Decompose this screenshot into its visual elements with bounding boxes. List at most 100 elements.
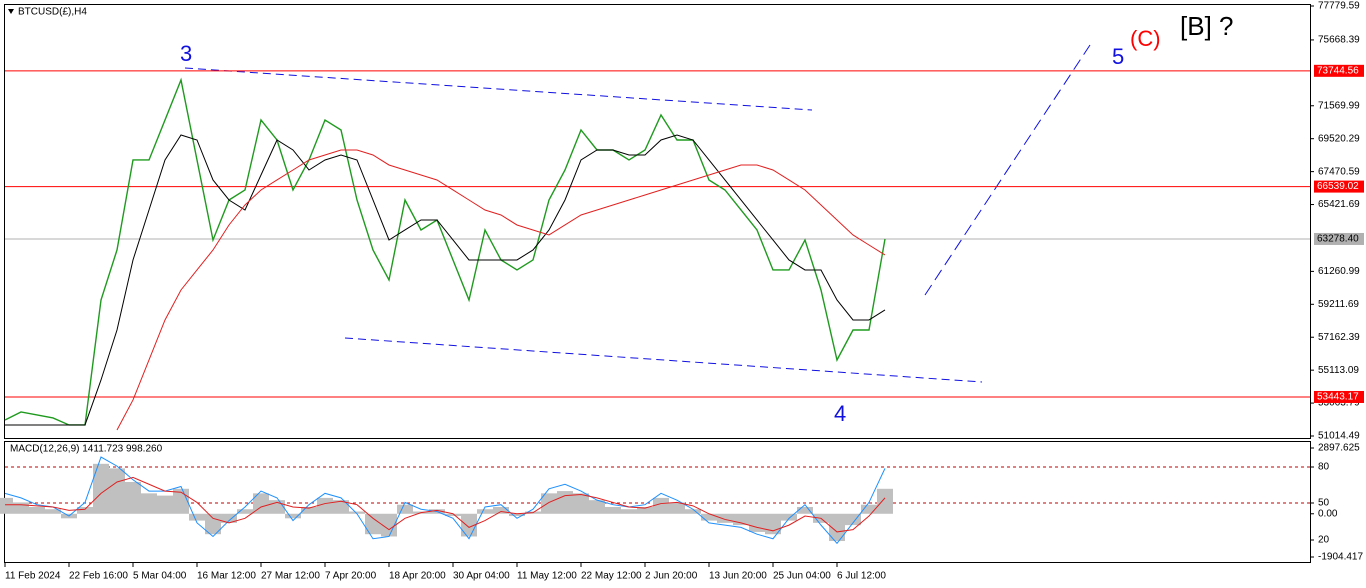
x-tick-label: 11 May 12:00: [517, 571, 577, 582]
menu-arrow[interactable]: [8, 9, 14, 14]
histogram-bar: [205, 513, 221, 535]
x-tick-label: 13 Jun 20:00: [709, 571, 767, 582]
wave-label: 3: [180, 41, 192, 66]
wave-label: [B] ?: [1180, 11, 1233, 41]
histogram-bar: [93, 463, 109, 514]
chart-title: BTCUSD(£),H4: [18, 7, 87, 18]
histogram-bar: [605, 506, 621, 514]
level-label: 73744.56: [1317, 65, 1359, 76]
histogram-bar: [637, 506, 653, 514]
histogram-bar: [333, 500, 349, 514]
histogram-bar: [141, 493, 157, 514]
y-tick-label: 67470.59: [1318, 166, 1360, 177]
x-tick-label: 7 Apr 20:00: [325, 571, 377, 582]
histogram-bar: [541, 493, 557, 514]
y-tick-label: 69520.29: [1318, 133, 1360, 144]
projection-line: [924, 44, 1091, 296]
histogram-bar: [29, 506, 45, 514]
trend-line: [184, 67, 813, 111]
trend-line: [344, 337, 983, 383]
y-tick-label: 2897.625: [1318, 443, 1360, 454]
macd-line: [5, 476, 886, 533]
histogram-bar: [701, 513, 717, 521]
wave-label: 4: [834, 401, 846, 426]
wave-label: 5: [1112, 44, 1124, 69]
histogram-bar: [349, 511, 365, 514]
x-tick-label: 18 Apr 20:00: [389, 571, 446, 582]
histogram-bar: [253, 493, 269, 514]
histogram-bar: [717, 513, 733, 523]
histogram-bar: [749, 513, 765, 532]
y-tick-label: 75668.39: [1318, 35, 1360, 46]
y-tick-label: 80: [1318, 462, 1330, 473]
x-tick-label: 25 Jun 04:00: [773, 571, 831, 582]
price-line: [4, 77, 886, 426]
histogram-bar: [557, 491, 573, 514]
x-tick-label: 5 Mar 04:00: [133, 571, 187, 582]
histogram-bar: [493, 506, 509, 514]
histogram-bar: [621, 509, 637, 514]
histogram-bar: [189, 513, 205, 521]
histogram-bar: [861, 504, 877, 514]
level-label-box: [1314, 64, 1364, 77]
histogram-bar: [573, 493, 589, 514]
histogram-bar: [397, 504, 413, 514]
x-tick-label: 2 Jun 20:00: [645, 571, 698, 582]
histogram-bar: [653, 497, 669, 514]
y-tick-label: 53063.79: [1318, 398, 1360, 409]
histogram-bar: [781, 513, 797, 521]
histogram-bar: [509, 513, 525, 517]
moving-average: [5, 134, 886, 426]
histogram-bar: [669, 502, 685, 514]
level-label: 63278.40: [1317, 234, 1359, 245]
histogram-bar: [877, 488, 893, 514]
histogram-bar: [237, 509, 253, 514]
y-tick-label: 20: [1318, 535, 1330, 546]
y-tick-label: 51014.49: [1318, 431, 1360, 442]
y-tick-label: 57162.39: [1318, 332, 1360, 343]
histogram-bar: [301, 506, 317, 514]
y-tick-label: 77779.59: [1318, 1, 1360, 12]
histogram-bar: [845, 513, 861, 526]
y-tick-label: 65421.69: [1318, 199, 1360, 210]
histogram-bar: [77, 506, 93, 514]
level-label: 66539.02: [1317, 181, 1359, 192]
y-tick-label: 50: [1318, 498, 1330, 509]
histogram-bar: [365, 513, 381, 535]
level-label-box: [1314, 232, 1364, 245]
x-tick-label: 22 May 12:00: [581, 571, 642, 582]
y-tick-label: 55113.09: [1318, 365, 1359, 376]
histogram-bar: [285, 513, 301, 519]
level-label: 53443.17: [1317, 392, 1359, 403]
histogram-bar: [829, 513, 845, 542]
moving-average: [116, 149, 886, 431]
histogram-bar: [45, 509, 61, 514]
histogram-bar: [797, 506, 813, 514]
x-tick-label: 22 Feb 16:00: [69, 571, 128, 582]
x-tick-label: 30 Apr 04:00: [453, 571, 510, 582]
histogram-bar: [221, 513, 237, 523]
histogram-bar: [589, 500, 605, 514]
histogram-bar: [381, 513, 397, 537]
macd-title: MACD(12,26,9) 1411.723 998.260: [10, 444, 163, 455]
histogram-bar: [0, 497, 13, 514]
y-tick-label: 59211.69: [1318, 299, 1359, 310]
histogram-bar: [445, 513, 461, 517]
x-tick-label: 11 Feb 2024: [5, 571, 61, 582]
histogram-bar: [125, 481, 141, 514]
y-tick-label: -1904.417: [1318, 552, 1363, 563]
histogram-bar: [685, 509, 701, 514]
x-tick-label: 16 Mar 12:00: [197, 571, 256, 582]
x-tick-label: 6 Jul 12:00: [837, 571, 886, 582]
histogram-bar: [733, 513, 749, 526]
y-tick-label: 71569.99: [1318, 100, 1360, 111]
histogram-bar: [317, 497, 333, 514]
x-tick-label: 27 Mar 12:00: [261, 571, 320, 582]
macd-line: [4, 456, 886, 545]
histogram-bar: [477, 509, 493, 514]
level-label-box: [1314, 180, 1364, 193]
price-pane: [4, 4, 1311, 439]
y-tick-label: 0.00: [1318, 508, 1338, 519]
